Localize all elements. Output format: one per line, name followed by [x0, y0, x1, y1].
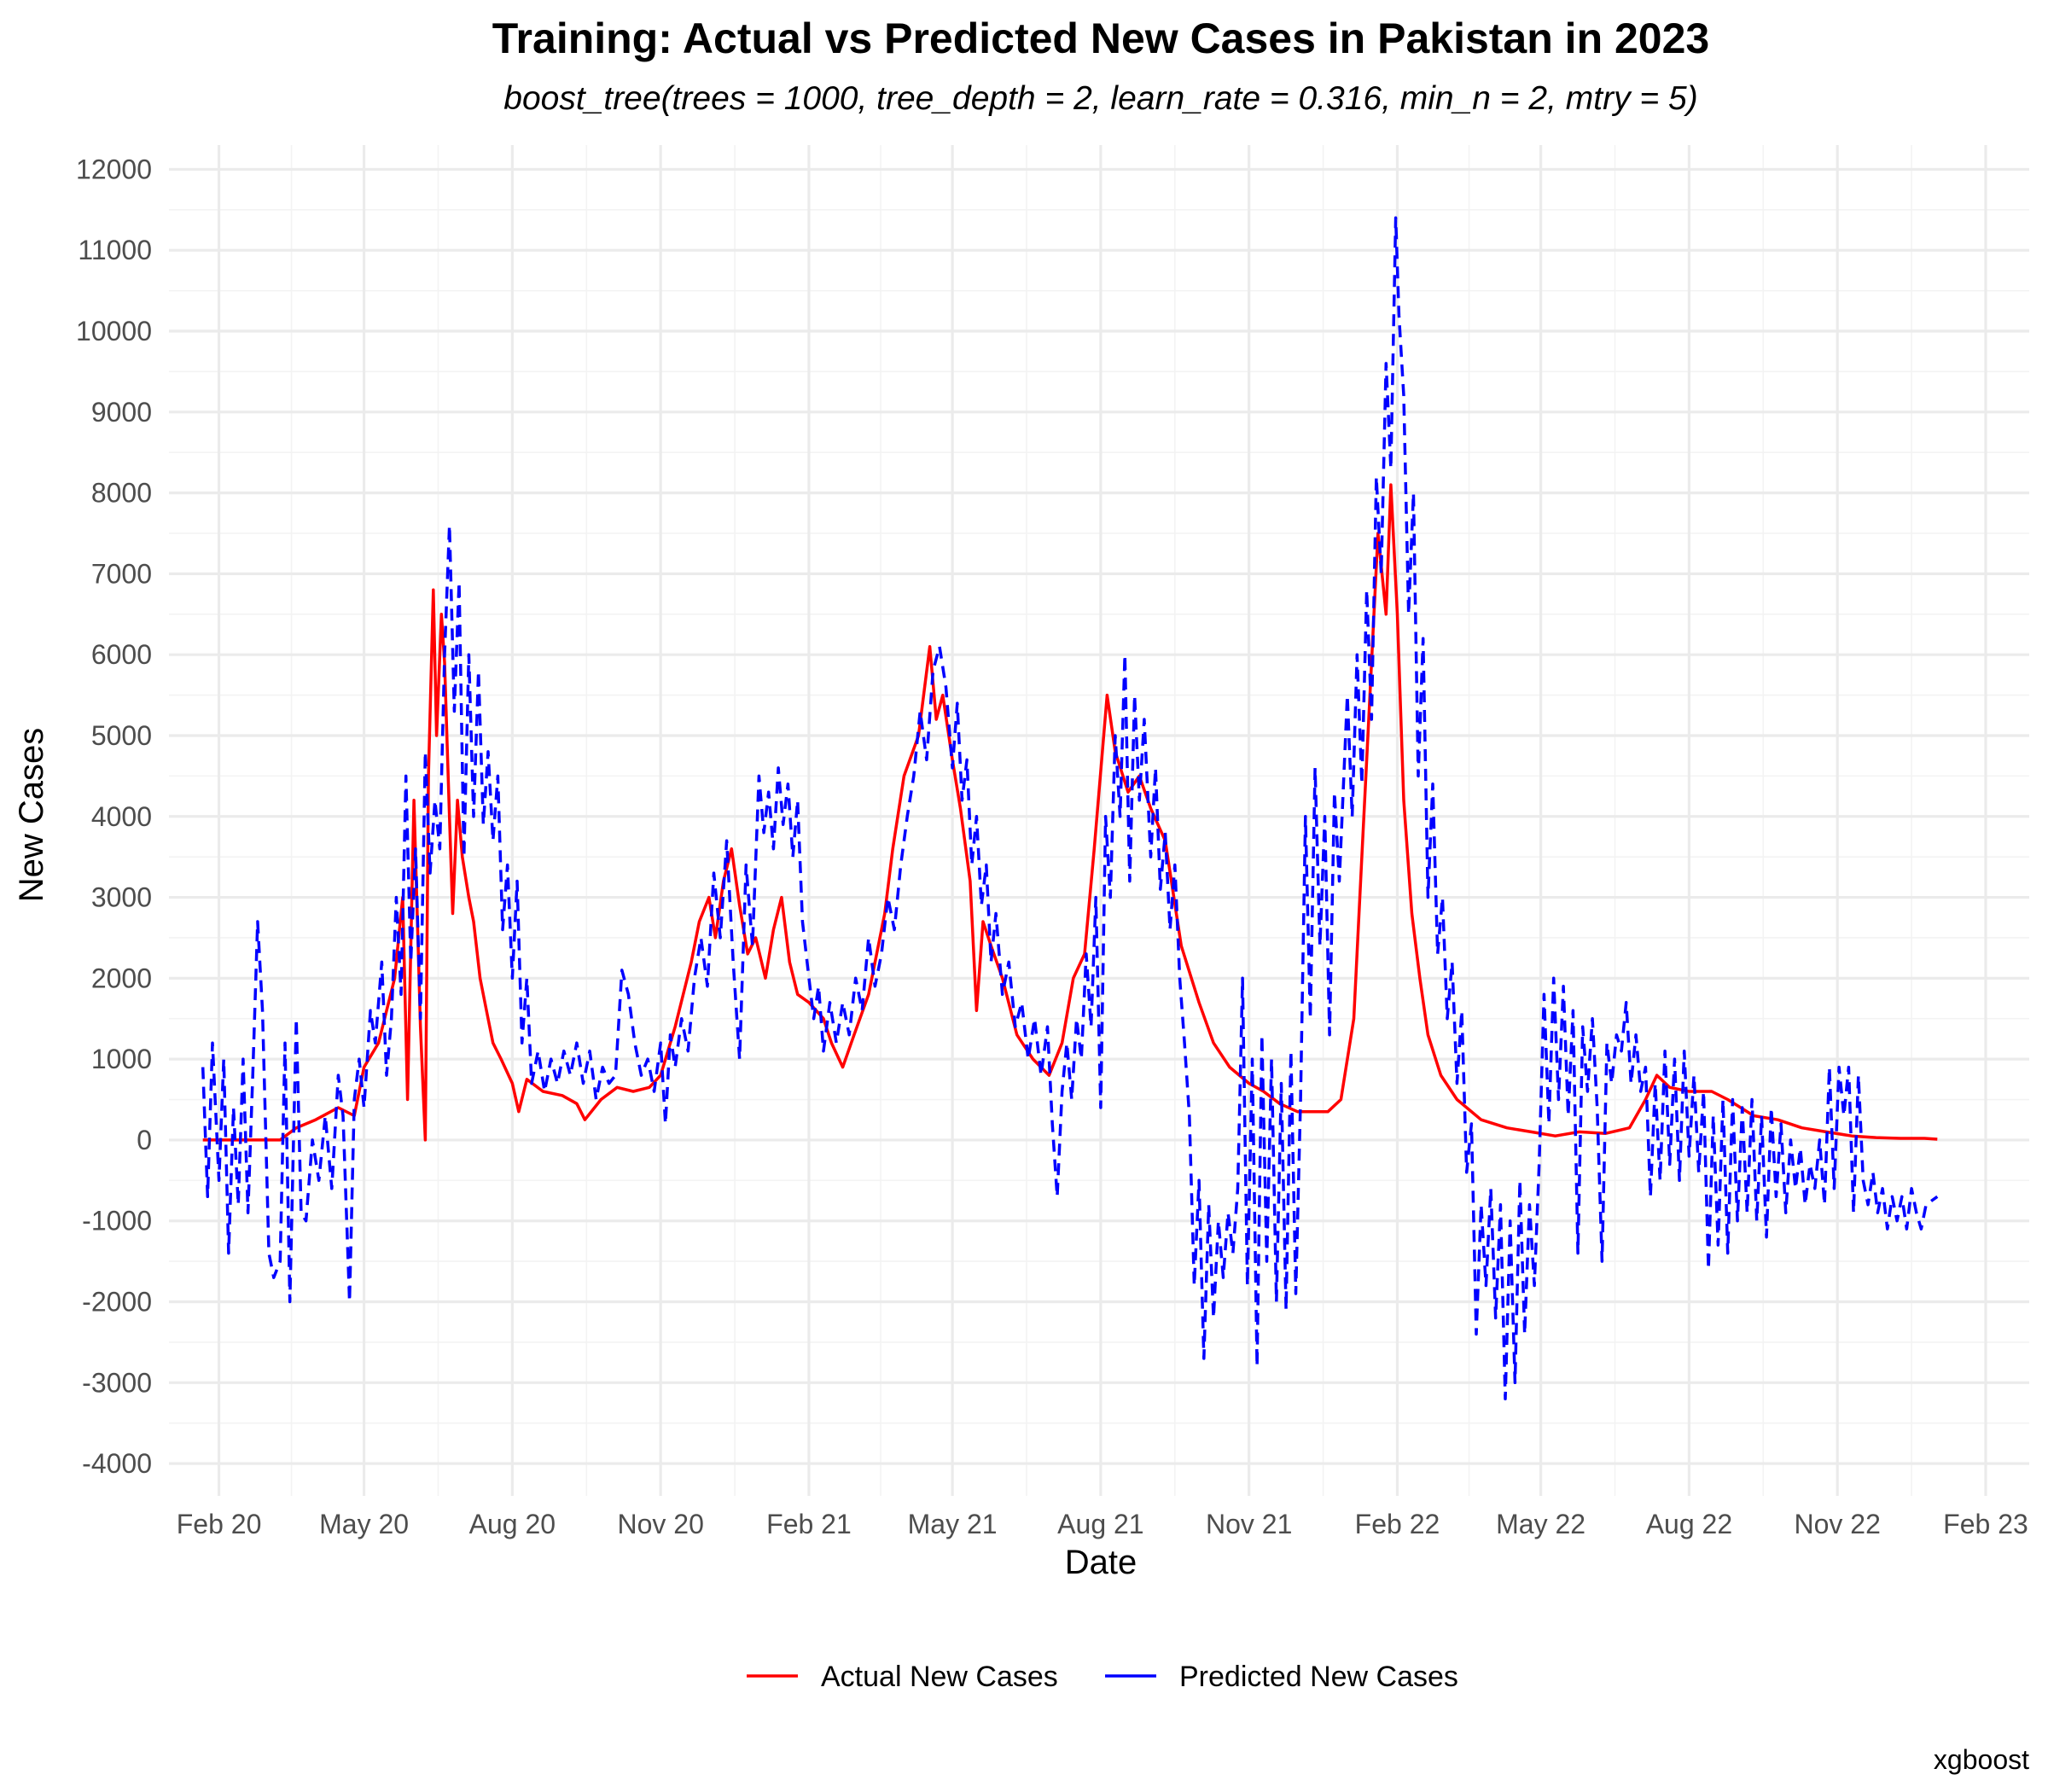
x-tick-label: Feb 20 — [177, 1509, 262, 1539]
y-axis-title: New Cases — [13, 728, 50, 903]
axes: -4000 -3000 -2000 -1000 0 1000 2000 3000 4000 500… — [76, 154, 2028, 1539]
y-tick-label: 1000 — [91, 1044, 152, 1074]
y-tick-label: 0 — [137, 1125, 152, 1155]
series-layer — [201, 216, 1939, 1401]
grid — [169, 145, 2029, 1496]
x-tick-label: May 21 — [908, 1509, 998, 1539]
y-tick-label: 12000 — [76, 154, 152, 184]
chart-title: Training: Actual vs Predicted New Cases … — [492, 15, 1709, 62]
y-tick-label: 11000 — [78, 235, 152, 265]
x-tick-label: May 20 — [319, 1509, 409, 1539]
legend: Actual New Cases Predicted New Cases — [747, 1661, 1458, 1693]
legend-label-actual: Actual New Cases — [821, 1661, 1058, 1693]
y-tick-label: 6000 — [91, 639, 152, 670]
x-tick-label: Feb 22 — [1355, 1509, 1440, 1539]
y-tick-label: 3000 — [91, 882, 152, 913]
x-tick-label: Aug 22 — [1646, 1509, 1732, 1539]
x-tick-label: Nov 21 — [1206, 1509, 1292, 1539]
y-tick-label: 9000 — [91, 397, 152, 428]
legend-label-predicted: Predicted New Cases — [1179, 1661, 1458, 1693]
y-tick-label: 10000 — [76, 316, 152, 346]
y-tick-label: 2000 — [91, 963, 152, 993]
x-tick-label: Aug 21 — [1057, 1509, 1143, 1539]
predicted-cases-line — [201, 216, 1939, 1401]
x-axis-title: Date — [1065, 1544, 1137, 1581]
y-tick-label: 7000 — [91, 558, 152, 589]
y-tick-label: -3000 — [82, 1367, 152, 1398]
y-tick-label: 8000 — [91, 478, 152, 509]
x-tick-label: Feb 21 — [766, 1509, 852, 1539]
y-tick-label: -1000 — [82, 1206, 152, 1236]
x-tick-label: May 22 — [1496, 1509, 1585, 1539]
chart-subtitle: boost_tree(trees = 1000, tree_depth = 2,… — [503, 80, 1697, 117]
caption: xgboost — [1934, 1744, 2029, 1775]
x-tick-label: Feb 23 — [1943, 1509, 2028, 1539]
y-tick-label: -4000 — [82, 1448, 152, 1479]
y-tick-label: -2000 — [82, 1287, 152, 1318]
y-tick-label: 4000 — [91, 801, 152, 832]
y-tick-label: 5000 — [91, 720, 152, 751]
x-tick-label: Nov 22 — [1795, 1509, 1881, 1539]
x-tick-label: Aug 20 — [469, 1509, 556, 1539]
x-tick-label: Nov 20 — [617, 1509, 703, 1539]
